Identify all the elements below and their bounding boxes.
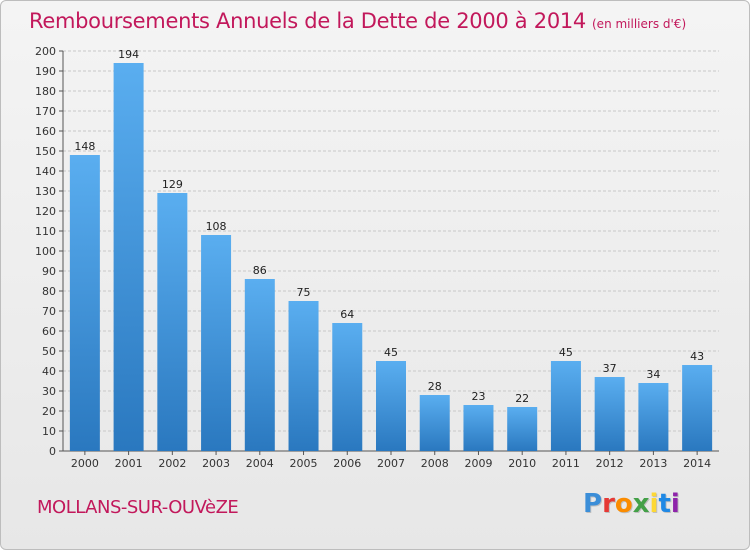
y-tick-label: 120 — [35, 205, 56, 218]
x-tick-label: 2010 — [508, 457, 536, 470]
bar — [113, 63, 144, 451]
y-tick-label: 140 — [35, 165, 56, 178]
bar — [244, 279, 275, 451]
bar — [157, 193, 188, 451]
bar — [419, 395, 450, 451]
data-label: 75 — [297, 286, 311, 299]
data-label: 64 — [340, 308, 354, 321]
bar — [507, 407, 538, 451]
data-label: 148 — [74, 140, 95, 153]
x-tick-label: 2006 — [333, 457, 361, 470]
logo-letter: o — [614, 489, 633, 519]
y-tick-label: 0 — [49, 445, 56, 458]
y-tick-label: 130 — [35, 185, 56, 198]
x-tick-labels: 2000 2001 2002 2003 2004 2005 2006 2007 2008 2009… — [71, 457, 711, 470]
logo-letter: r — [602, 489, 615, 519]
x-tick-label: 2008 — [421, 457, 449, 470]
x-tick-label: 2002 — [158, 457, 186, 470]
data-label: 86 — [253, 264, 267, 277]
bar — [69, 155, 100, 451]
logo-letter: i — [649, 489, 659, 519]
data-label: 37 — [603, 362, 617, 375]
logo-letter: t — [658, 489, 671, 519]
y-tick-labels: 0 10 20 30 40 50 60 70 80 90 100 110 120 130 140 150 160… — [35, 45, 56, 458]
y-tick-label: 80 — [42, 285, 56, 298]
y-tick-label: 190 — [35, 65, 56, 78]
proxiti-logo: Proxiti — [583, 489, 680, 519]
data-label: 34 — [646, 368, 660, 381]
data-label: 194 — [118, 48, 139, 61]
y-tick-label: 110 — [35, 225, 56, 238]
bar — [638, 383, 669, 451]
title-unit: (en milliers d'€) — [592, 17, 687, 31]
y-tick-label: 90 — [42, 265, 56, 278]
bar — [682, 365, 713, 451]
bar — [332, 323, 363, 451]
y-tick-label: 40 — [42, 365, 56, 378]
x-tick-label: 2005 — [290, 457, 318, 470]
data-label: 45 — [559, 346, 573, 359]
data-labels: 148 194 129 108 86 75 64 45 28 23 22 45 37 34 43 — [74, 48, 704, 405]
y-tick-label: 150 — [35, 145, 56, 158]
y-tick-label: 30 — [42, 385, 56, 398]
x-tick-label: 2011 — [552, 457, 580, 470]
logo-letter: x — [632, 489, 650, 519]
data-label: 129 — [162, 178, 183, 191]
data-label: 108 — [206, 220, 227, 233]
data-label: 22 — [515, 392, 529, 405]
logo-letter: i — [670, 489, 680, 519]
bar — [550, 361, 581, 451]
data-label: 28 — [428, 380, 442, 393]
y-tick-label: 170 — [35, 105, 56, 118]
x-tick-label: 2009 — [464, 457, 492, 470]
bar — [201, 235, 232, 451]
logo-letter: P — [583, 489, 603, 519]
x-tick-label: 2014 — [683, 457, 711, 470]
data-label: 43 — [690, 350, 704, 363]
x-tick-label: 2007 — [377, 457, 405, 470]
data-label: 23 — [471, 390, 485, 403]
y-tick-label: 10 — [42, 425, 56, 438]
title-text: Remboursements Annuels de la Dette de 20… — [29, 9, 586, 33]
x-tick-label: 2001 — [115, 457, 143, 470]
x-tick-label: 2004 — [246, 457, 274, 470]
bar — [376, 361, 406, 451]
y-tick-label: 180 — [35, 85, 56, 98]
y-tick-label: 160 — [35, 125, 56, 138]
x-tick-label: 2000 — [71, 457, 99, 470]
y-tick-label: 60 — [42, 325, 56, 338]
y-tick-label: 100 — [35, 245, 56, 258]
bars — [69, 63, 713, 451]
bar — [463, 405, 494, 451]
x-tick-label: 2013 — [639, 457, 667, 470]
x-tick-label: 2012 — [596, 457, 624, 470]
y-tick-label: 70 — [42, 305, 56, 318]
x-tick-label: 2003 — [202, 457, 230, 470]
y-tick-label: 20 — [42, 405, 56, 418]
data-label: 45 — [384, 346, 398, 359]
bar — [288, 301, 319, 451]
y-tick-label: 200 — [35, 45, 56, 58]
bar — [594, 377, 625, 451]
y-tick-label: 50 — [42, 345, 56, 358]
commune-name: MOLLANS-SUR-OUVèZE — [37, 497, 239, 518]
chart-title: Remboursements Annuels de la Dette de 20… — [29, 9, 686, 33]
